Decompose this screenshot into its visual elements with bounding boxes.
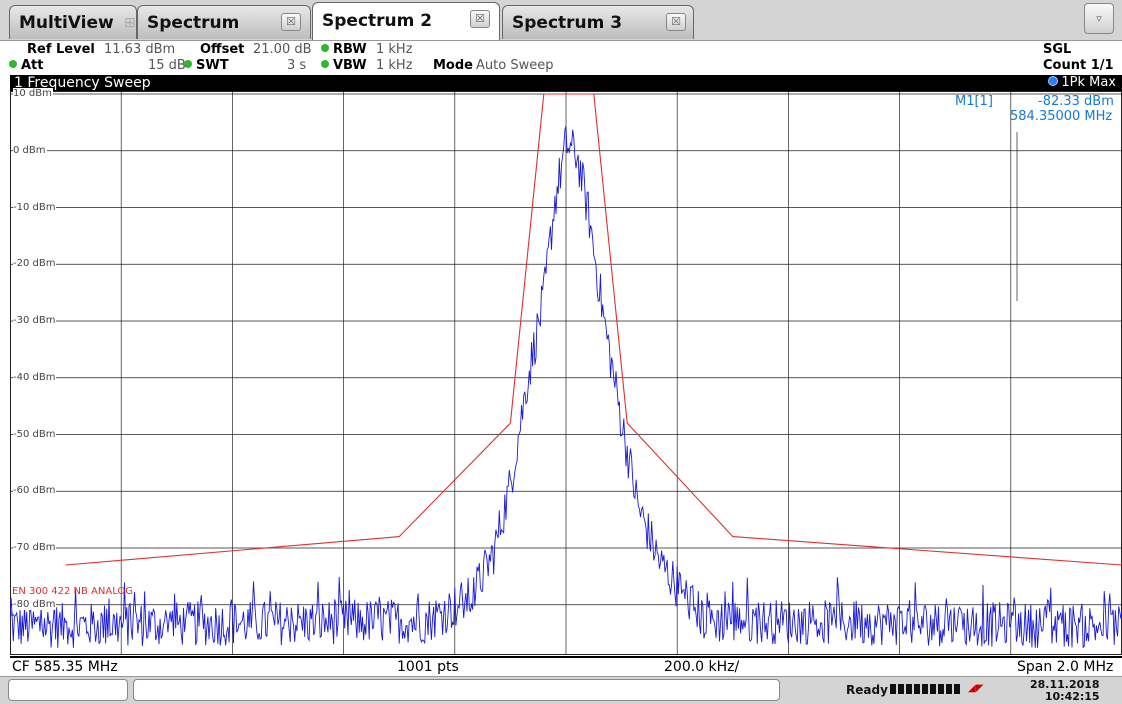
status-dot-icon (184, 60, 192, 68)
att-value: 15 dB (148, 58, 186, 73)
vbw-value: 1 kHz (376, 58, 413, 73)
settings-panel: Ref Level 11.63 dBm Offset 21.00 dB RBW … (0, 41, 1122, 75)
close-icon[interactable]: ☒ (666, 13, 686, 31)
tab-label: Spectrum (147, 13, 240, 33)
tab-spectrum-3[interactable]: Spectrum 3 ☒ (502, 5, 694, 39)
tab-spectrum[interactable]: Spectrum ☒ (137, 5, 311, 39)
y-tick-label: 10 dBm (13, 88, 53, 99)
tab-spectrum-2[interactable]: Spectrum 2 ☒ (312, 2, 500, 40)
limit-line-label: EN 300 422 NB ANALOG (12, 586, 134, 597)
status-bar: Ready ◢◤ 28.11.2018 10:42:15 (0, 676, 1122, 704)
marker-m1 (11, 610, 15, 616)
tab-label: MultiView (19, 13, 114, 33)
tab-label: Spectrum 2 (322, 11, 433, 31)
mode-value: Auto Sweep (476, 58, 554, 73)
vbw-label: VBW (321, 58, 367, 73)
close-icon[interactable]: ☒ (281, 13, 301, 31)
status-dot-icon (321, 60, 329, 68)
window-title: 1 Frequency Sweep (14, 75, 151, 91)
status-ready: Ready (846, 683, 888, 697)
marker-level: -82.33 dBm (1038, 94, 1114, 109)
window-title-bar: 1 Frequency Sweep 1Pk Max (10, 75, 1122, 91)
rs-logo-icon: ◢◤ (968, 683, 984, 694)
sweep-points: 1001 pts (397, 659, 459, 675)
frequency-axis-footer: CF 585.35 MHz 1001 pts 200.0 kHz/ Span 2… (10, 656, 1122, 677)
spectrum-plot[interactable] (10, 91, 1122, 655)
y-tick-label: -80 dBm (13, 598, 57, 610)
y-tick-label: -70 dBm (13, 542, 57, 553)
mode-label: Mode (433, 58, 473, 73)
rbw-value: 1 kHz (376, 42, 413, 57)
y-tick-label: -50 dBm (13, 428, 57, 440)
swt-value: 3 s (287, 58, 307, 73)
swt-label: SWT (184, 58, 229, 73)
offset-value: 21.00 dB (253, 42, 312, 57)
limit-line (65, 93, 1122, 566)
close-icon[interactable]: ☒ (470, 10, 490, 28)
sweep-count: Count 1/1 (1043, 58, 1114, 73)
tab-bar: MultiView ⊞ Spectrum ☒ Spectrum 2 ☒ Spec… (0, 0, 1122, 41)
status-time: 10:42:15 (1044, 690, 1100, 703)
tab-multiview[interactable]: MultiView ⊞ (9, 5, 137, 39)
frequency-span: Span 2.0 MHz (1017, 659, 1114, 675)
status-datetime: 28.11.2018 10:42:15 (1030, 679, 1100, 703)
y-tick-label: -40 dBm (13, 371, 57, 383)
tab-menu-dropdown[interactable]: ▿ (1084, 3, 1114, 34)
grid-icon: ⊞ (124, 15, 136, 31)
offset-label: Offset (200, 42, 245, 57)
trace-indicator: 1Pk Max (1048, 75, 1116, 91)
att-label: Att (9, 58, 44, 73)
ref-level-label: Ref Level (27, 42, 95, 57)
progress-bars-icon (890, 684, 962, 694)
status-date: 28.11.2018 (1030, 678, 1100, 691)
status-dot-icon (9, 60, 17, 68)
y-tick-label: -10 dBm (13, 201, 57, 213)
y-tick-label: -60 dBm (13, 485, 57, 497)
y-tick-label: -20 dBm (13, 258, 57, 270)
status-message-field (133, 679, 780, 701)
y-tick-label: 0 dBm (13, 144, 47, 156)
center-frequency: CF 585.35 MHz (12, 659, 118, 675)
status-field-left (8, 679, 128, 701)
marker-frequency: 584.35000 MHz (1010, 109, 1113, 124)
status-dot-icon (321, 44, 329, 52)
marker-name: M1[1] (955, 94, 993, 109)
frequency-per-division: 200.0 kHz/ (664, 659, 740, 675)
sgl-indicator: SGL (1043, 42, 1072, 57)
trace-dot-icon (1048, 76, 1059, 86)
rbw-label: RBW (321, 42, 367, 57)
tab-label: Spectrum 3 (512, 13, 623, 33)
y-tick-label: -30 dBm (13, 315, 57, 326)
trace-1pk-max (10, 125, 1122, 649)
left-margin (0, 75, 10, 655)
ref-level-value: 11.63 dBm (104, 42, 176, 57)
